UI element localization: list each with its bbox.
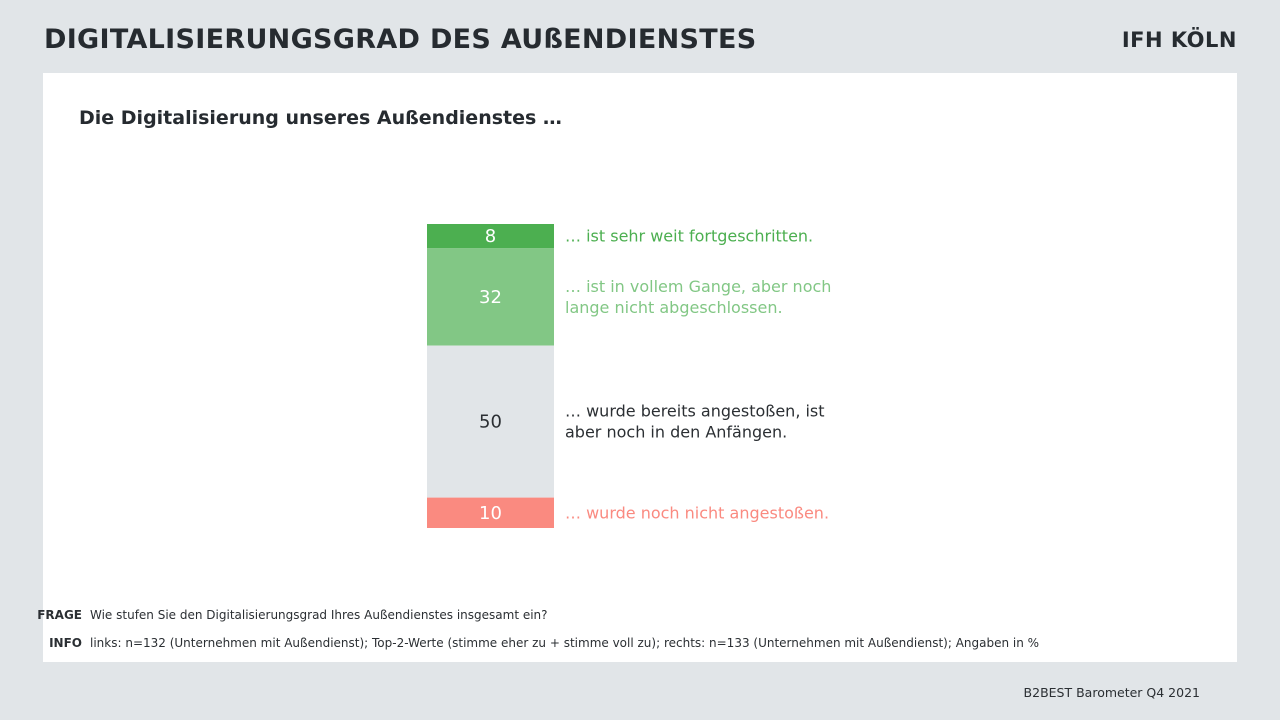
question-text: Wie stufen Sie den Digitalisierungsgrad … (90, 608, 548, 622)
bar-segment-1 (427, 224, 554, 249)
value-label-4: 10 (479, 503, 502, 524)
question-row: FRAGE Wie stufen Sie den Digitalisierungs… (0, 608, 548, 622)
bar-segment-3 (427, 345, 554, 498)
stacked-bar-chart: 8 … ist sehr weit fortgeschritten. 32 … ist… (427, 224, 831, 528)
category-label-3: … wurde bereits angestoßen, ist aber noch… (565, 402, 825, 442)
question-key: FRAGE (37, 608, 82, 622)
category-label-1: … ist sehr weit fortgeschritten. (565, 227, 813, 246)
value-label-1: 8 (485, 226, 496, 247)
chart-card: Die Digitalisierung unseres Außendienste… (37, 73, 1237, 662)
category-label-2: … ist in vollem Gange, aber noch lange ni… (565, 277, 831, 317)
info-text: links: n=132 (Unternehmen mit Außendiens… (90, 636, 1040, 650)
bar-segment-2 (427, 248, 554, 346)
ifh-logo: IFH KÖLN (1121, 28, 1237, 52)
value-label-3: 50 (479, 412, 502, 433)
info-row: INFO links: n=132 (Unternehmen mit Außend… (0, 636, 1039, 650)
value-label-2: 32 (479, 287, 502, 308)
category-label-4: … wurde noch nicht angestoßen. (565, 503, 829, 522)
bar-segment-4 (427, 497, 554, 528)
info-key: INFO (49, 636, 82, 650)
chart-title: Die Digitalisierung unseres Außendienste… (79, 107, 562, 129)
page-title: DIGITALISIERUNGSGRAD DES AUßENDIENSTES (44, 24, 757, 55)
source-note: B2BEST Barometer Q4 2021 (1023, 685, 1200, 700)
